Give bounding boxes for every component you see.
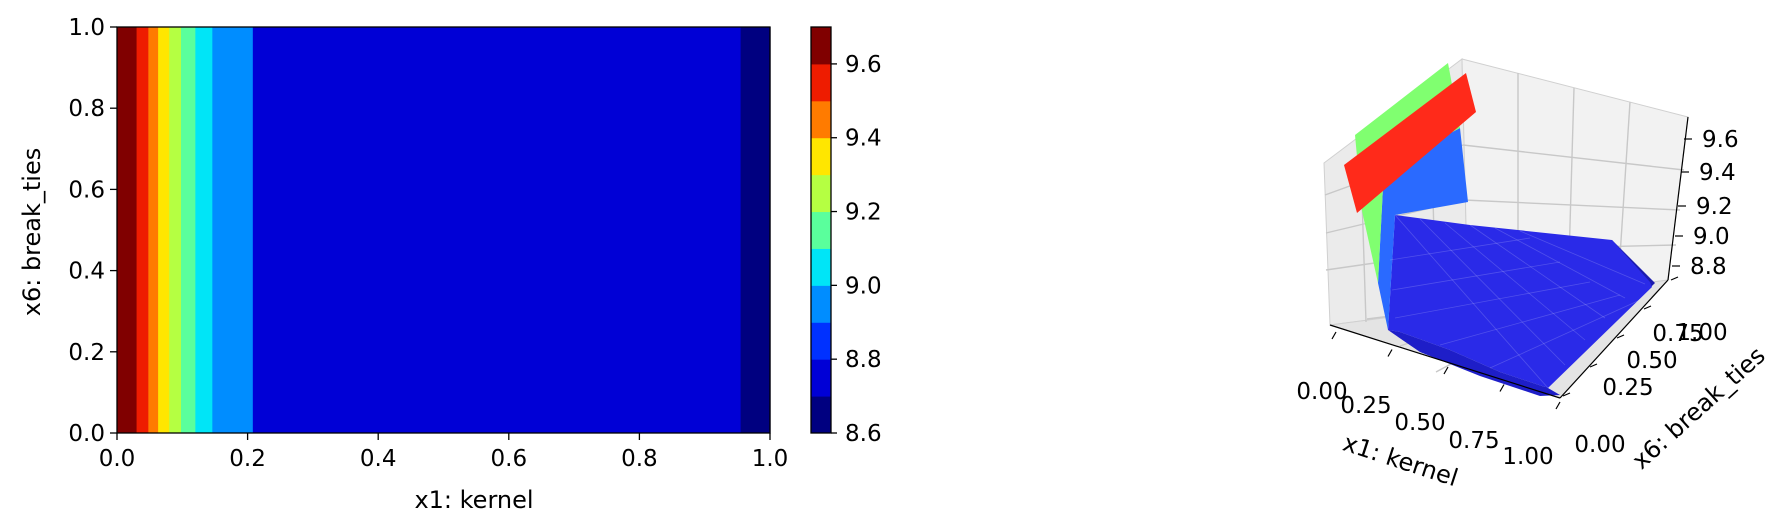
surface-y-tick-mark	[1643, 305, 1652, 310]
surface-z-tick-label: 9.6	[1702, 127, 1739, 153]
contour-band	[169, 27, 182, 433]
contour-band	[212, 27, 254, 433]
colorbar-segment	[811, 248, 831, 286]
surface-y-tick-label: 0.00	[1574, 432, 1625, 458]
surface-y-tick-label: 0.75	[1652, 321, 1703, 347]
colorbar-frame	[810, 26, 832, 434]
colorbar-segment	[811, 63, 831, 102]
surface-z-tick-label: 8.8	[1690, 254, 1727, 280]
colorbar-segment	[811, 137, 831, 176]
surface-x-tick-mark	[1331, 331, 1337, 340]
contour-band	[148, 27, 159, 433]
x-tick-label: 0.6	[491, 446, 528, 472]
surface-3d	[1344, 63, 1655, 396]
y-tick-label: 0.6	[68, 177, 105, 203]
surface-3d-panel: 0.000.250.500.751.00 0.000.250.500.751.0…	[1296, 58, 1770, 492]
surface-z-tick-label: 9.0	[1693, 224, 1730, 250]
surface-y-tick-mark	[1616, 334, 1625, 339]
surface-z-tick-label: 9.2	[1696, 194, 1733, 220]
colorbar-tick-label: 8.8	[845, 347, 882, 373]
colorbar-segment	[811, 285, 831, 323]
surface-y-tick-label: 0.50	[1626, 348, 1677, 374]
surface-x-tick-label: 0.50	[1394, 410, 1445, 436]
contour-band	[740, 27, 771, 433]
contour-x-axis-label: x1: kernel	[414, 486, 533, 514]
x-tick-label: 0.4	[360, 446, 397, 472]
surface-low-shade	[1388, 330, 1560, 396]
colorbar-ticks: 8.6 8.8 9.0 9.2 9.4 9.6	[831, 52, 882, 447]
colorbar-segment	[811, 27, 831, 65]
surface-y-axis: 0.00 0.250.500.751.00	[1562, 276, 1728, 458]
colorbar-segment	[811, 211, 831, 249]
x-tick-label: 1.0	[752, 446, 789, 472]
surface-x-tick-label: 1.00	[1502, 444, 1553, 470]
contour-band	[195, 27, 213, 433]
surface-y-tick-mark	[1589, 363, 1598, 368]
colorbar-segment	[811, 174, 831, 213]
colorbar-segment	[811, 322, 831, 360]
surface-mesh	[1389, 214, 1646, 389]
surface-x-tick-mark	[1443, 366, 1449, 375]
colorbar: 8.6 8.8 9.0 9.2 9.4 9.6	[810, 26, 882, 447]
surface-x-axis-label: x1: kernel	[1340, 429, 1462, 492]
surface-y-tick-mark	[1670, 276, 1679, 281]
contour-plot-panel: 0.0 0.2 0.4 0.6 0.8 1.0 0.0 0.2 0.4 0.6 0.8 1.0 x1…	[18, 15, 788, 514]
colorbar-tick-label: 9.0	[845, 273, 882, 299]
surface-y-tick-mark	[1562, 392, 1571, 397]
y-tick-label: 0.4	[68, 259, 105, 285]
contour-band	[180, 27, 196, 433]
contour-band	[252, 27, 742, 433]
surface-x-tick-mark	[1555, 401, 1561, 410]
y-tick-label: 0.2	[68, 340, 105, 366]
surface-x-tick-label: 0.25	[1340, 393, 1391, 419]
surface-x-tick-label: 0.75	[1448, 428, 1499, 454]
contour-band	[158, 27, 170, 433]
surface-z-tick-label: 9.4	[1699, 160, 1736, 186]
colorbar-tick-label: 9.2	[845, 200, 882, 226]
surface-red-band	[1344, 73, 1476, 213]
surface-x-tick-mark	[1387, 349, 1393, 357]
x-tick-label: 0.8	[621, 446, 658, 472]
y-tick-label: 1.0	[68, 15, 105, 41]
colorbar-segment	[811, 100, 831, 139]
surface-x-axis: 0.000.250.500.751.00	[1296, 331, 1561, 470]
colorbar-segments	[811, 27, 831, 434]
surface-y-tick-label: 1.00	[1676, 320, 1727, 346]
colorbar-segment	[811, 359, 831, 397]
colorbar-segment	[811, 396, 831, 434]
surface-z-axis: 8.8 9.0 9.2 9.4 9.6	[1672, 127, 1739, 280]
contour-bands	[117, 27, 771, 433]
surface-lightblue-band	[1378, 128, 1468, 330]
x-tick-label: 0.0	[99, 446, 136, 472]
contour-band	[117, 27, 138, 433]
surface-y-tick-label: 0.25	[1602, 375, 1653, 401]
contour-plot-frame	[116, 26, 771, 434]
contour-y-axis: 0.0 0.2 0.4 0.6 0.8 1.0	[68, 15, 117, 447]
contour-x-axis: 0.0 0.2 0.4 0.6 0.8 1.0	[99, 433, 789, 472]
colorbar-tick-label: 8.6	[845, 421, 882, 447]
colorbar-tick-label: 9.4	[845, 126, 882, 152]
surface-low-region	[1388, 215, 1652, 388]
surface-x-tick-mark	[1499, 384, 1505, 392]
x-tick-label: 0.2	[229, 446, 266, 472]
y-tick-label: 0.0	[68, 421, 105, 447]
contour-y-axis-label: x6: break_ties	[18, 148, 46, 316]
surface-axis-lines	[1329, 116, 1689, 399]
colorbar-tick-label: 9.6	[845, 52, 882, 78]
contour-band	[136, 27, 149, 433]
y-tick-label: 0.8	[68, 96, 105, 122]
surface-x-tick-label: 0.00	[1296, 379, 1347, 405]
